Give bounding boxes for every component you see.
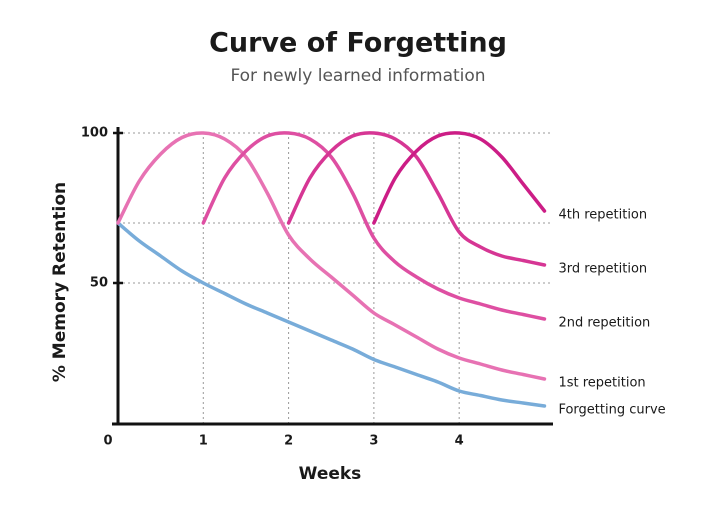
series-line: [372, 131, 547, 225]
x-tick-label: 1: [199, 434, 208, 449]
y-tick-label: 50: [90, 276, 108, 291]
series-line: [116, 131, 547, 381]
x-tick-label: 3: [369, 434, 378, 449]
x-tick-label: 4: [455, 434, 464, 449]
series-line: [116, 221, 547, 408]
series-label: 4th repetition: [558, 208, 647, 223]
series-label: 2nd repetition: [558, 316, 650, 331]
chart-title: Curve of Forgetting: [209, 28, 507, 59]
chart-subtitle: For newly learned information: [230, 66, 485, 86]
series-label: Forgetting curve: [558, 403, 665, 418]
y-axis-label: % Memory Retention: [50, 182, 70, 382]
x-tick-label: 0: [103, 434, 112, 449]
series-line: [286, 131, 547, 267]
series-line: [201, 131, 547, 321]
x-axis-label: Weeks: [299, 464, 362, 484]
x-tick-label: 2: [284, 434, 293, 449]
y-tick-label: 100: [81, 126, 108, 141]
series-label: 1st repetition: [558, 376, 645, 391]
series-label: 3rd repetition: [558, 262, 647, 277]
